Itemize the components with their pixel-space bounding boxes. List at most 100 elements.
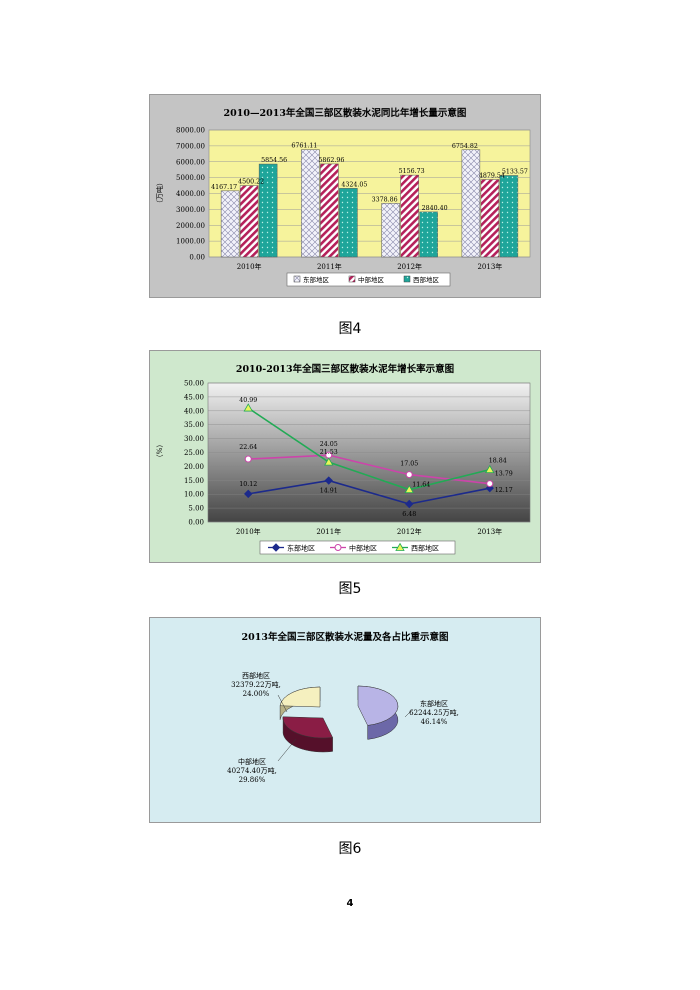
data-label: 6754.82 (452, 143, 478, 150)
chart-title: 2010-2013年全国三部区散装水泥年增长率示意图 (236, 363, 454, 375)
legend-label: 东部地区 (303, 275, 330, 284)
legend-box (259, 540, 456, 555)
bar-chart: 2010—2013年全国三部区散装水泥同比年增长量示意图 4167.174500… (155, 107, 531, 287)
data-label: 21.53 (320, 449, 338, 456)
y-tick-label: 5000.00 (176, 174, 205, 182)
legend-marker (271, 543, 281, 552)
legend-marker (395, 542, 405, 551)
data-label: 40.99 (239, 397, 257, 404)
y-tick-label: 5.00 (188, 505, 204, 513)
y-tick-label: 15.00 (184, 477, 204, 485)
data-label: 5862.96 (318, 157, 344, 164)
pie-slice (357, 685, 399, 726)
bar (419, 211, 438, 258)
page-number: 4 (346, 898, 354, 909)
pie-chart: 2013年全国三部区散装水泥量及各占比重示意图 东部地区62244.25万吨,4… (227, 631, 459, 784)
data-label: 5156.73 (399, 168, 425, 175)
legend-label: 中部地区 (349, 544, 377, 553)
data-label: 12.17 (495, 487, 513, 494)
y-tick-label: 8000.00 (176, 127, 205, 135)
data-point (405, 471, 413, 479)
line-chart: 2010-2013年全国三部区散装水泥年增长率示意图 10.12 14.91 6.4… (156, 363, 531, 555)
legend-swatch (348, 275, 356, 283)
x-tick-label: 2010年 (237, 262, 262, 271)
data-label: 18.84 (489, 458, 507, 465)
bar (339, 188, 358, 258)
slice-label-value: 40274.40万吨, (227, 766, 277, 775)
x-tick-label: 2011年 (316, 527, 341, 536)
slice-label-value: 62244.25万吨, (409, 708, 459, 717)
leader-line (277, 738, 297, 762)
figure-caption: 图6 (338, 841, 362, 857)
data-point (324, 457, 334, 466)
pie-slice (282, 716, 333, 739)
series-line (247, 407, 490, 491)
leader-line (277, 694, 288, 713)
slice-label-percent: 24.00% (243, 690, 270, 698)
x-tick-label: 2011年 (317, 262, 342, 271)
data-label: 4167.17 (211, 184, 237, 191)
data-label: 3378.86 (372, 196, 398, 203)
y-axis-label: （%） (156, 441, 164, 462)
x-tick-label: 2012年 (397, 262, 422, 271)
data-label: 10.12 (239, 481, 257, 488)
data-point (324, 476, 333, 485)
legend-swatch (293, 275, 301, 283)
bar (220, 190, 240, 258)
pie-slice (279, 686, 321, 708)
data-label: 5133.57 (502, 169, 528, 176)
chart-title: 2010—2013年全国三部区散装水泥同比年增长量示意图 (224, 107, 467, 119)
bar (381, 203, 400, 258)
y-tick-label: 45.00 (184, 393, 204, 401)
slice-label-percent: 46.14% (421, 718, 448, 726)
y-tick-label: 4000.00 (176, 190, 205, 198)
data-label: 5854.56 (261, 157, 287, 164)
y-tick-label: 0.00 (188, 519, 204, 527)
y-tick-label: 0.00 (189, 254, 205, 262)
y-tick-label: 7000.00 (176, 142, 205, 150)
bar (301, 149, 320, 258)
data-label: 11.64 (412, 482, 430, 489)
leader-line (404, 709, 413, 718)
y-axis-label: （万吨） (155, 179, 164, 207)
y-tick-label: 2000.00 (176, 222, 205, 230)
data-point (244, 455, 252, 463)
y-tick-label: 6000.00 (176, 158, 205, 166)
slice-label-name: 中部地区 (238, 757, 266, 766)
bar-chart-panel: 2010—2013年全国三部区散装水泥同比年增长量示意图 4167.17 4500… (149, 94, 541, 298)
figure-caption: 图5 (338, 581, 362, 597)
y-tick-label: 1000.00 (176, 238, 205, 246)
data-point (243, 403, 253, 412)
slice-label-percent: 29.86% (239, 776, 266, 784)
data-point (485, 483, 494, 493)
legend-label: 西部地区 (413, 275, 440, 284)
data-label: 4879.54 (479, 173, 505, 180)
legend-label: 中部地区 (358, 275, 385, 284)
slice-label-name: 西部地区 (242, 671, 270, 680)
legend-marker (334, 544, 342, 551)
y-tick-label: 10.00 (184, 491, 204, 499)
data-label: 6.48 (402, 511, 416, 518)
slice-label-value: 32379.22万吨, (231, 680, 281, 689)
pie-chart-panel: 2013年全国三部区散装水泥量及各占比重示意图 东部地区 62244.25万吨, 4… (149, 617, 541, 823)
bar (239, 185, 259, 258)
series-line (248, 479, 490, 505)
x-tick-label: 2010年 (236, 527, 261, 536)
bar (258, 163, 278, 258)
y-tick-label: 3000.00 (176, 206, 205, 214)
data-point (405, 499, 414, 509)
data-point (486, 480, 494, 488)
y-tick-label: 30.00 (184, 435, 204, 443)
data-point (485, 464, 495, 474)
data-point (244, 489, 253, 499)
legend-label: 东部地区 (287, 544, 315, 553)
y-tick-label: 25.00 (184, 449, 204, 457)
data-point (404, 484, 414, 494)
data-label: 14.91 (320, 488, 338, 495)
data-label: 24.05 (320, 441, 338, 448)
legend-label: 西部地区 (411, 544, 439, 553)
data-label: 6761.11 (291, 143, 317, 150)
data-label: 4500.22 (238, 179, 264, 186)
y-tick-label: 50.00 (184, 380, 204, 388)
bar (480, 179, 500, 258)
